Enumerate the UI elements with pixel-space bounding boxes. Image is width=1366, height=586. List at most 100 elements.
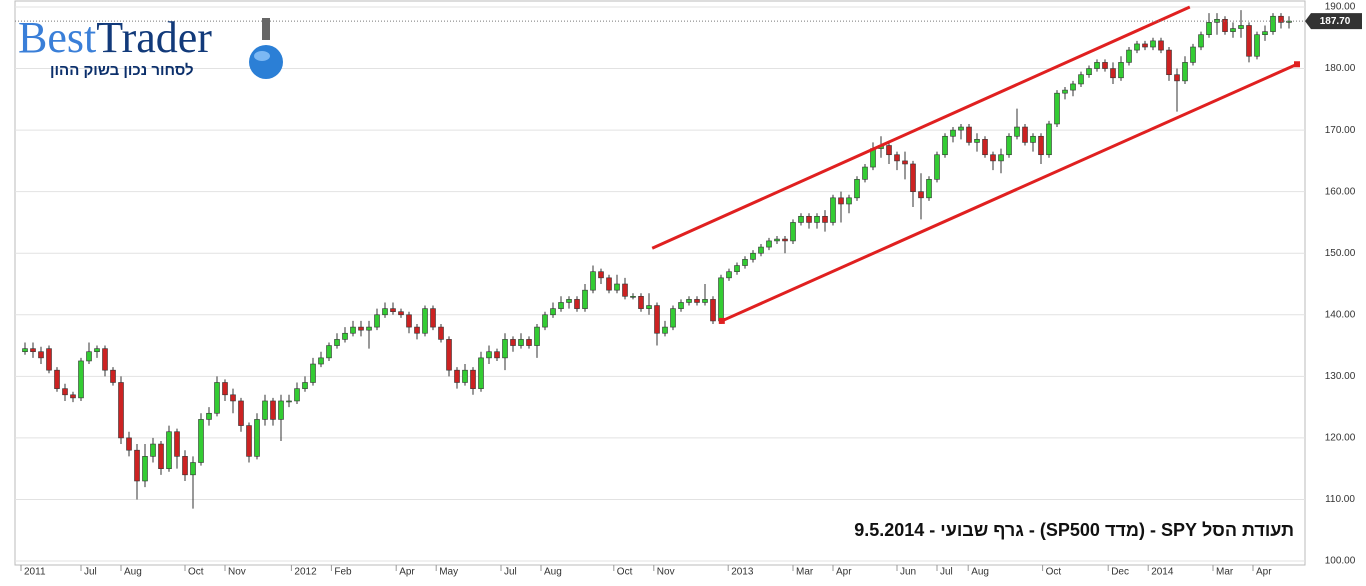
- x-tick-label: Jul: [84, 567, 97, 578]
- candle-body: [574, 299, 580, 309]
- candle-body: [1278, 15, 1284, 23]
- candle-body: [510, 339, 516, 346]
- candle-body: [742, 259, 748, 266]
- candle-body: [982, 139, 988, 156]
- candle-body: [206, 412, 212, 420]
- candle-body: [526, 339, 532, 346]
- chart-caption: תעודת הסל SPY - (מדד SP500) - גרף שבועי …: [854, 520, 1294, 540]
- logo-globe: [249, 18, 283, 79]
- candle-body: [1134, 43, 1140, 51]
- candle-body: [534, 326, 540, 346]
- candle-body: [94, 348, 100, 353]
- logo-word: Trader: [96, 13, 212, 62]
- candle-body: [646, 305, 652, 309]
- candle-body: [582, 289, 588, 309]
- x-tick-label: Dec: [1111, 567, 1129, 578]
- candle-body: [926, 179, 932, 199]
- x-tick-label: Oct: [617, 567, 633, 578]
- y-tick-label: 150.00: [1325, 248, 1356, 259]
- candle-body: [1262, 31, 1268, 36]
- candle-body: [846, 197, 852, 205]
- candle-body: [766, 240, 772, 248]
- candle-body: [198, 419, 204, 463]
- candle-body: [1214, 19, 1220, 23]
- x-tick-label: Oct: [1046, 567, 1062, 578]
- candle-body: [374, 314, 380, 328]
- trend-line: [651, 5, 1191, 250]
- candle-body: [222, 382, 228, 396]
- candle-body: [166, 431, 172, 469]
- candle-body: [366, 326, 372, 331]
- candle-body: [1198, 34, 1204, 48]
- x-tick-label: Apr: [836, 567, 852, 578]
- candle-body: [1190, 46, 1196, 63]
- x-tick-label: Jun: [900, 567, 916, 578]
- candle-body: [1286, 20, 1292, 23]
- candle-body: [750, 252, 756, 260]
- candle-body: [1086, 68, 1092, 76]
- x-tick-label: Nov: [228, 567, 246, 578]
- candle-body: [1270, 15, 1276, 32]
- candle-body: [862, 166, 868, 180]
- candle-body: [734, 265, 740, 272]
- candle-body: [358, 326, 364, 331]
- x-tick-label: Apr: [399, 567, 415, 578]
- candle-body: [686, 299, 692, 303]
- candle-body: [286, 400, 292, 403]
- candle-body: [86, 351, 92, 362]
- candle-body: [1006, 135, 1012, 156]
- candle-body: [46, 348, 52, 371]
- candle-body: [398, 311, 404, 316]
- y-tick-label: 110.00: [1325, 494, 1355, 505]
- candle-body: [662, 326, 668, 334]
- candle-body: [390, 308, 396, 313]
- candle-body: [158, 443, 164, 469]
- candle-body: [974, 139, 980, 143]
- candle-body: [774, 238, 780, 242]
- candle-body: [254, 419, 260, 457]
- candle-body: [542, 314, 548, 328]
- candle-body: [134, 449, 140, 482]
- candle-body: [630, 296, 636, 298]
- candle-body: [246, 425, 252, 457]
- candle-body: [118, 382, 124, 439]
- candle-body: [214, 382, 220, 414]
- candle-body: [1158, 40, 1164, 51]
- candle-body: [1094, 62, 1100, 69]
- candle-body: [326, 345, 332, 359]
- y-tick-label: 190.00: [1325, 2, 1356, 13]
- last-price-tag: [1305, 13, 1362, 30]
- candle-body: [678, 302, 684, 309]
- candle-body: [606, 277, 612, 291]
- candle-body: [806, 215, 812, 223]
- candle-body: [654, 305, 660, 334]
- x-tick-label: Jul: [940, 567, 953, 578]
- candle-body: [30, 348, 36, 353]
- candle-body: [886, 145, 892, 156]
- candle-body: [798, 215, 804, 223]
- candle-body: [446, 339, 452, 371]
- candle-body: [1222, 19, 1228, 32]
- candle-body: [238, 400, 244, 426]
- candle-body: [830, 197, 836, 223]
- candle-body: [1166, 49, 1172, 76]
- candle-body: [54, 369, 60, 389]
- candle-body: [702, 299, 708, 303]
- candle-body: [854, 179, 860, 199]
- candle-body: [1070, 83, 1076, 91]
- candle-body: [22, 348, 28, 353]
- candle-body: [1150, 40, 1156, 48]
- candle-body: [462, 369, 468, 383]
- x-tick-label: Aug: [544, 567, 562, 578]
- candle-body: [414, 326, 420, 334]
- candle-body: [790, 222, 796, 242]
- candle-body: [934, 154, 940, 180]
- candle-body: [454, 369, 460, 383]
- candle-body: [310, 363, 316, 383]
- trend-handle: [718, 317, 725, 324]
- candle-body: [294, 388, 300, 402]
- candle-body: [382, 308, 388, 316]
- candle-body: [638, 296, 644, 309]
- trend-line: [721, 62, 1298, 323]
